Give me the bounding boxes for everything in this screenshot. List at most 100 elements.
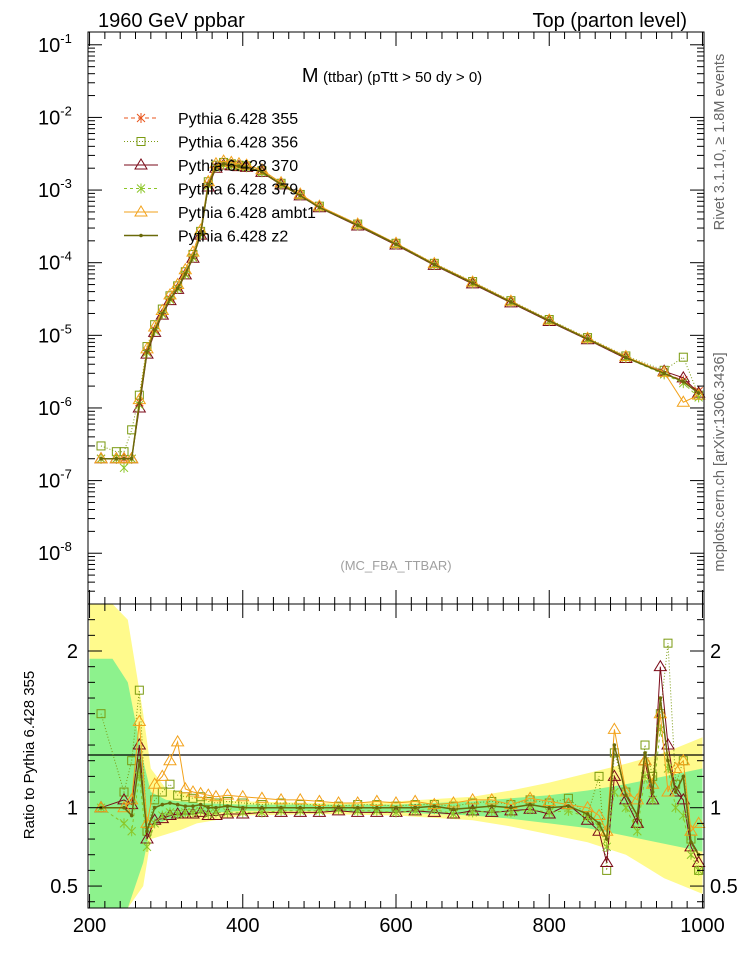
legend-marker xyxy=(134,205,148,217)
main-data-point xyxy=(676,395,691,407)
ratio-data-point xyxy=(168,801,172,805)
plot-title-main: M xyxy=(302,65,319,87)
ratio-data-point xyxy=(152,805,157,810)
ratio-data-point xyxy=(155,769,170,781)
ratio-x-tick-label: 800 xyxy=(533,915,566,937)
main-x-ticks xyxy=(89,32,703,604)
ratio-data-point xyxy=(260,805,264,810)
ratio-x-tick-label: 200 xyxy=(73,915,106,937)
ratio-data-point xyxy=(223,807,232,818)
ratio-data-point xyxy=(547,805,552,810)
main-y-axis: 10-8 10-7 10-6 10-5 10-4 10-3 10-2 10-1 xyxy=(38,31,704,605)
ratio-data-point xyxy=(470,805,475,810)
ratio-series-line xyxy=(100,666,700,863)
main-data-point xyxy=(509,300,513,304)
main-data-point xyxy=(109,451,124,464)
main-data-point xyxy=(122,456,126,461)
ratio-data-point xyxy=(188,807,198,818)
ratio-data-point xyxy=(209,808,223,821)
ratio-data-point xyxy=(509,805,513,810)
main-y-tick-label: 10-5 xyxy=(38,321,72,347)
main-data-point xyxy=(132,400,147,413)
ratio-data-point xyxy=(163,753,177,766)
main-data-point xyxy=(94,451,108,464)
main-y-tick-label: 10-1 xyxy=(38,31,72,57)
ratio-data-point xyxy=(663,638,673,648)
ratio-data-point xyxy=(165,779,175,789)
ratio-data-point xyxy=(175,802,180,807)
ratio-data-point xyxy=(635,813,640,818)
ratio-data-point xyxy=(312,794,327,806)
ratio-data-point xyxy=(650,790,655,794)
main-data-point xyxy=(206,183,211,187)
ratio-data-point xyxy=(129,813,134,818)
ratio-y-tick-label: 1 xyxy=(710,798,721,820)
main-data-point xyxy=(129,456,134,461)
plot-title: M (ttbar) (pTtt > 50 dy > 0) xyxy=(302,65,482,87)
main-y-tick-label: 10-8 xyxy=(38,539,72,565)
main-data-point xyxy=(229,163,234,167)
ratio-data-point xyxy=(201,808,216,821)
main-data-point xyxy=(137,401,142,406)
legend-label: Pythia 6.428 379 xyxy=(178,182,298,199)
ratio-data-point xyxy=(602,865,612,875)
ratio-x-axis: 200 400 600 800 1000 xyxy=(73,604,725,937)
main-y-tick-exponent: -3 xyxy=(60,176,72,191)
ratio-data-point xyxy=(196,792,206,802)
ratio-data-point xyxy=(165,807,175,818)
ratio-data-point xyxy=(604,837,609,841)
ratio-data-point xyxy=(157,787,167,797)
ratio-data-point xyxy=(235,789,250,802)
ratio-data-point xyxy=(446,796,461,808)
ratio-data-point xyxy=(528,802,532,807)
ratio-data-point xyxy=(621,802,631,813)
ratio-data-point xyxy=(668,761,683,774)
ratio-data-point xyxy=(691,816,706,828)
ratio-data-point xyxy=(427,805,442,817)
main-data-point xyxy=(114,456,119,461)
ratio-data-point xyxy=(312,805,327,817)
main-y-tick-exponent: -6 xyxy=(60,394,72,409)
ratio-yellow-band xyxy=(89,604,703,908)
ratio-data-point xyxy=(132,714,147,727)
ratio-data-point xyxy=(117,800,131,813)
ratio-data-point xyxy=(489,804,494,808)
main-y-tick-exponent: -8 xyxy=(60,539,72,554)
ratio-data-point xyxy=(240,805,245,810)
ratio-data-point xyxy=(653,706,668,719)
main-data-point xyxy=(183,272,188,276)
main-y-tick-exponent: -4 xyxy=(60,249,72,264)
energy-label: 1960 GeV ppbar xyxy=(98,10,245,32)
main-y-tick-label: 10-6 xyxy=(38,394,72,420)
ratio-data-point xyxy=(317,805,322,810)
ratio-data-point xyxy=(563,793,573,803)
ratio-data-point xyxy=(686,849,696,860)
legend-marker xyxy=(139,233,143,238)
main-y-tick-label: 10-2 xyxy=(38,103,72,129)
ratio-data-point xyxy=(279,805,283,810)
ratio-data-point xyxy=(653,659,668,672)
main-data-point xyxy=(145,350,149,354)
ratio-data-point xyxy=(183,804,188,808)
ratio-data-point xyxy=(206,805,211,810)
ratio-bands xyxy=(89,604,703,908)
ratio-data-point xyxy=(661,785,675,797)
ratio-data-point xyxy=(465,792,480,805)
ratio-data-point xyxy=(94,800,108,813)
ratio-data-point xyxy=(542,794,557,806)
ratio-data-point xyxy=(235,807,250,819)
main-data-point xyxy=(244,165,249,169)
ratio-data-point xyxy=(408,794,423,806)
main-y-tick-exponent: -7 xyxy=(60,467,72,482)
main-data-point xyxy=(239,158,254,170)
ratio-data-point xyxy=(580,800,595,813)
main-series-group xyxy=(94,154,706,473)
ratio-data-point xyxy=(96,709,106,719)
ratio-data-point xyxy=(585,812,590,816)
main-data-point xyxy=(175,286,180,291)
ratio-data-point xyxy=(255,791,269,803)
ratio-data-point xyxy=(369,794,384,806)
legend-marker xyxy=(136,113,146,123)
legend-label: Pythia 6.428 z2 xyxy=(178,229,288,246)
